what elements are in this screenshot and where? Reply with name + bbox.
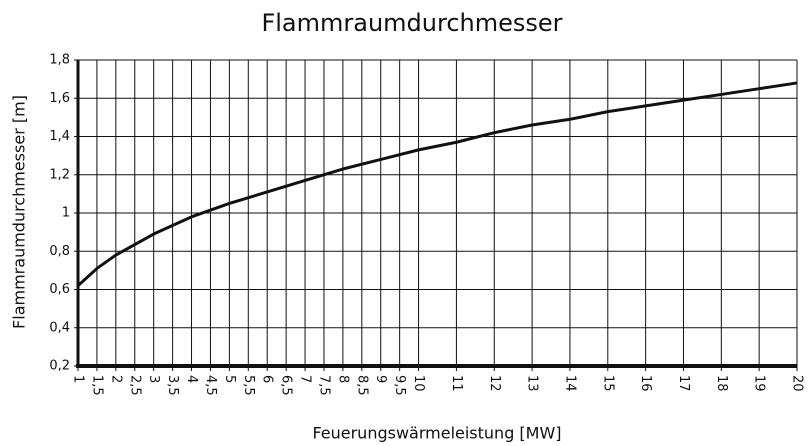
y-tick-label: 1,8 <box>49 53 70 68</box>
y-axis-label: Flammraumdurchmesser [m] <box>10 95 29 329</box>
x-tick-label: 18 <box>714 375 729 392</box>
x-tick-label: 9 <box>373 375 388 383</box>
x-tick-label: 15 <box>600 375 615 392</box>
x-tick-label: 8,5 <box>354 375 369 396</box>
x-tick-label: 7 <box>298 375 313 383</box>
y-tick-label: 0,4 <box>49 320 70 335</box>
x-tick-label: 20 <box>790 375 805 392</box>
x-tick-label: 1,5 <box>89 375 104 396</box>
x-tick-label: 4,5 <box>203 375 218 396</box>
x-tick-label: 6,5 <box>279 375 294 396</box>
x-tick-label: 16 <box>638 375 653 392</box>
data-line <box>76 81 798 287</box>
x-tick-label: 11 <box>449 375 464 392</box>
x-tick-label: 3,5 <box>165 375 180 396</box>
x-tick-label: 1 <box>71 375 86 383</box>
x-tick-label: 13 <box>525 375 540 392</box>
x-tick-label: 2,5 <box>127 375 142 396</box>
x-tick-label: 17 <box>676 375 691 392</box>
x-tick-label: 14 <box>562 375 577 392</box>
x-tick-label: 9,5 <box>392 375 407 396</box>
y-tick-label: 1,4 <box>49 129 70 144</box>
x-tick-label: 6 <box>260 375 275 383</box>
x-tick-label: 12 <box>487 375 502 392</box>
y-tick-label: 1,6 <box>49 91 70 106</box>
y-tick-label: 0,8 <box>49 244 70 259</box>
y-tick-label: 0,2 <box>49 359 70 374</box>
x-tick-label: 5,5 <box>241 375 256 396</box>
x-tick-label: 2 <box>108 375 123 383</box>
y-tick-label: 1,2 <box>49 167 70 182</box>
x-tick-label: 8 <box>335 375 350 383</box>
x-tick-label: 3 <box>146 375 161 383</box>
chart-title: Flammraumdurchmesser <box>261 9 562 37</box>
y-tick-label: 1 <box>62 206 70 221</box>
y-tick-label: 0,6 <box>49 282 70 297</box>
x-tick-label: 7,5 <box>316 375 331 396</box>
x-tick-label: 19 <box>752 375 767 392</box>
x-tick-label: 4 <box>184 375 199 383</box>
x-tick-label: 10 <box>411 375 426 392</box>
x-axis-label: Feuerungswärmeleistung [MW] <box>312 424 561 443</box>
x-tick-label: 5 <box>222 375 237 383</box>
